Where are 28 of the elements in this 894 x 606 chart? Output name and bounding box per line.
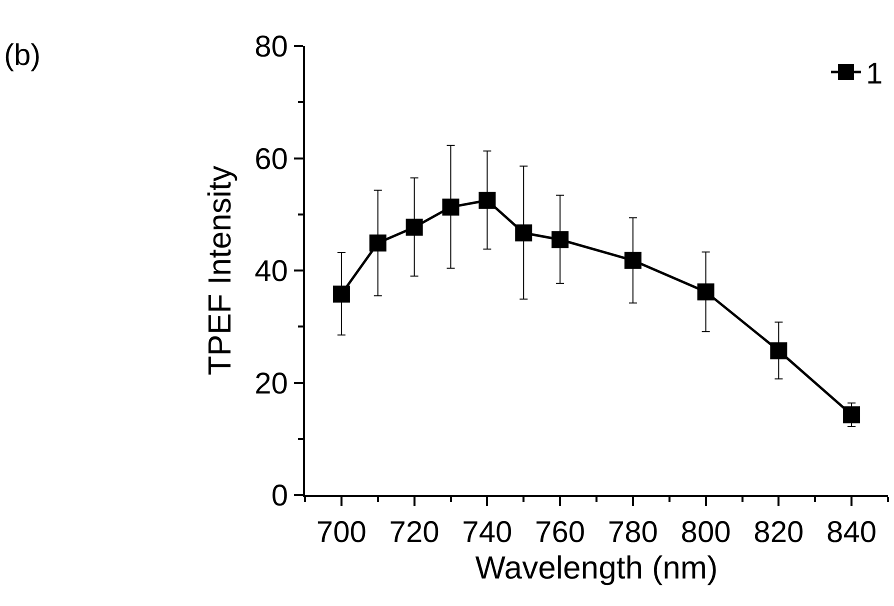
point [332,286,350,303]
point [369,234,386,252]
point [697,283,714,300]
x-tick-label: 760 [535,516,586,549]
point [406,218,423,236]
point [552,231,569,248]
x-tick-label: 720 [389,516,440,549]
y-tick-label: 0 [271,480,288,512]
x-axis-title: Wavelength (nm) [475,549,718,586]
point [624,252,642,269]
y-tick-label: 40 [254,255,288,288]
y-tick-label: 80 [254,30,288,64]
point [770,342,788,360]
point [442,198,460,216]
x-tick-label: 700 [316,516,366,549]
x-tick-label: 820 [754,516,804,549]
x-tick-label: 840 [826,516,877,549]
point [478,192,496,209]
x-tick-label: 740 [462,516,512,549]
y-tick-label: 60 [254,142,288,176]
text: (b) [4,39,41,72]
legend-label: 1 [866,58,883,91]
x-tick-label: 800 [680,516,731,549]
x-tick-label: 780 [608,516,658,549]
y-axis-title: TPEF Intensity [201,166,238,376]
point [843,406,860,424]
point [515,224,532,242]
y-tick-label: 20 [254,367,288,400]
